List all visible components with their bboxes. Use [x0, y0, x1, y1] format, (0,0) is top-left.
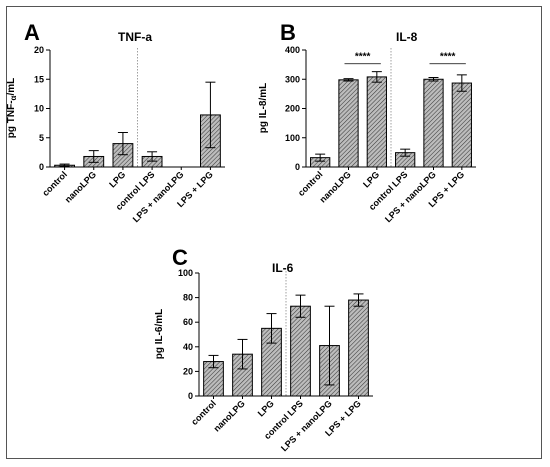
panel-c: C IL-6 pg IL-6/mL 0 20 40 60 80 100 controlnanoLP…: [154, 245, 373, 453]
panel-letter: A: [24, 20, 40, 45]
bar-5: [348, 299, 369, 397]
y-tick-label: 100: [178, 268, 193, 278]
y-tick-label: 0: [39, 162, 44, 172]
y-axis-label: pg IL-6/mL: [154, 309, 165, 360]
y-axis-label-text: pg IL-6/mL: [154, 309, 165, 360]
category-label: LPG: [256, 398, 276, 418]
category-label: nanoLPG: [212, 398, 247, 433]
bar-4: [423, 78, 444, 168]
y-axis-label-unit: /mL: [6, 78, 17, 96]
bar-1: [338, 79, 359, 168]
bar-3: [290, 305, 311, 397]
y-tick-label: 60: [183, 317, 193, 327]
y-axis-label: pg IL-8/mL: [258, 83, 269, 134]
y-tick-label: 400: [285, 45, 300, 55]
chart-title: IL-8: [396, 30, 418, 44]
y-tick-label: 100: [285, 133, 300, 143]
y-tick-label: 0: [188, 391, 193, 401]
significance-label: ****: [440, 52, 456, 63]
category-label: LPS + nanoLPG: [131, 169, 186, 224]
category-label: control: [40, 169, 69, 198]
category-label: nanoLPG: [318, 169, 353, 204]
panel-b: B IL-8pg IL-8/mL0100200300400controlnanoL…: [258, 20, 476, 224]
bar-2: [366, 76, 387, 168]
category-label: nanoLPG: [63, 169, 98, 204]
y-tick-label: 200: [285, 104, 300, 114]
y-axis-label-symbol: α: [9, 95, 18, 100]
y-axis-label-text: pg IL-8/mL: [258, 83, 269, 134]
y-tick-label: 300: [285, 74, 300, 84]
category-label: LPG: [361, 169, 381, 189]
y-tick-label: 80: [183, 293, 193, 303]
y-tick-label: 0: [295, 162, 300, 172]
panel-letter: B: [280, 20, 296, 45]
y-tick-label: 20: [183, 366, 193, 376]
figure-frame: [6, 6, 542, 459]
category-label: LPG: [107, 169, 127, 189]
chart-title: IL-6: [272, 261, 294, 275]
y-axis-label-text: pg TNF-: [6, 100, 17, 138]
y-tick-label: 15: [34, 74, 44, 84]
category-label: LPS + nanoLPG: [279, 398, 334, 453]
category-label: control: [189, 398, 218, 427]
bar-5: [451, 82, 472, 168]
y-tick-label: 5: [39, 133, 44, 143]
y-tick-label: 20: [34, 45, 44, 55]
y-axis-label: pg TNF-α/mL: [6, 78, 18, 138]
panel-letter: C: [172, 245, 188, 270]
chart-title: TNF-a: [118, 30, 152, 44]
y-tick-label: 10: [34, 104, 44, 114]
category-label: LPS + nanoLPG: [383, 169, 438, 224]
significance-label: ****: [355, 52, 371, 63]
y-tick-label: 40: [183, 342, 193, 352]
